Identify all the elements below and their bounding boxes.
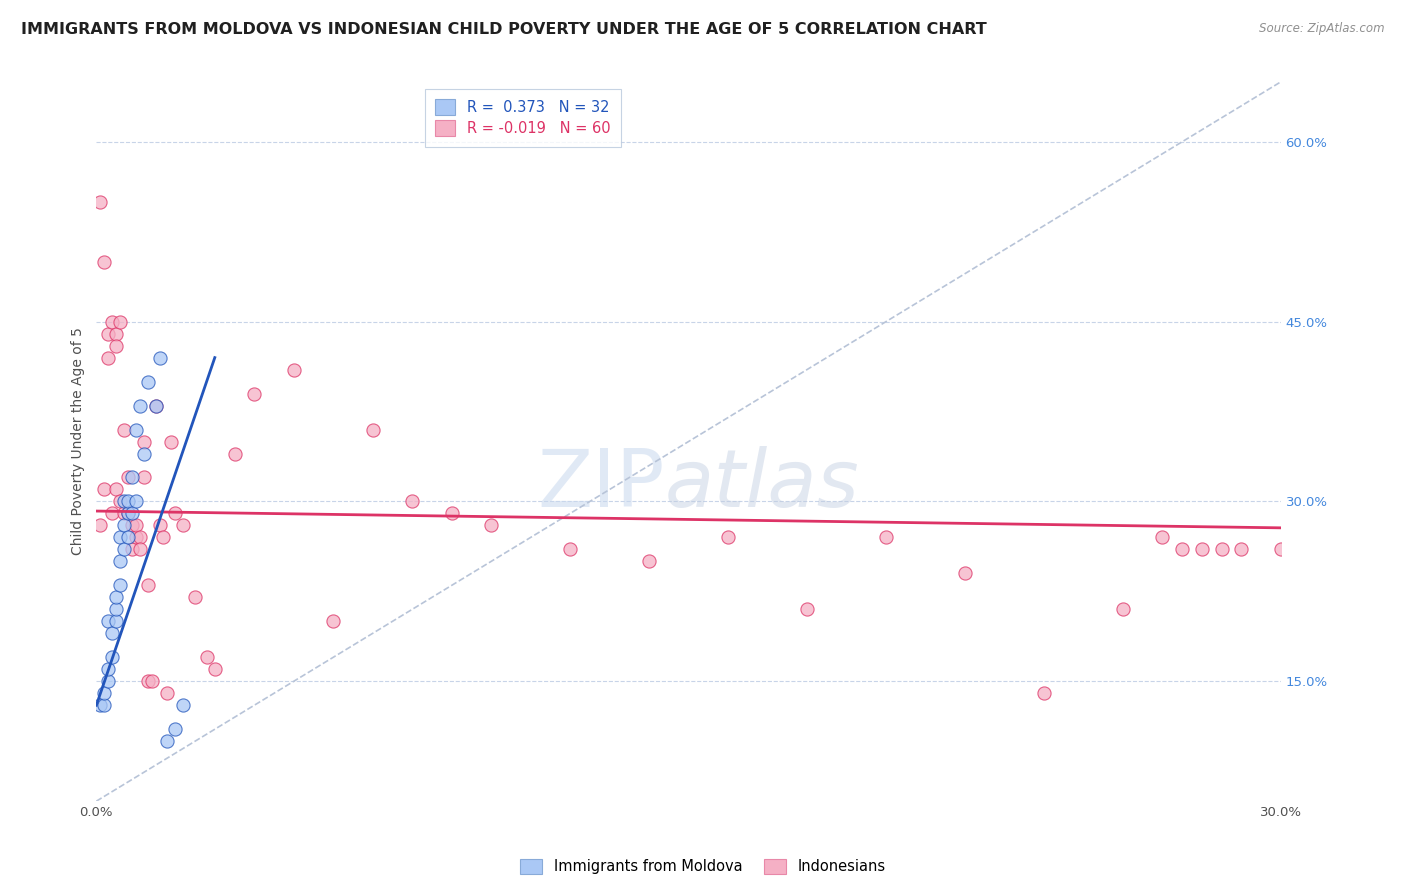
- Point: [108, 578, 131, 592]
- Point: [125, 518, 148, 533]
- Point: [361, 423, 384, 437]
- Point: [136, 375, 159, 389]
- Point: [121, 470, 143, 484]
- Point: [224, 446, 246, 460]
- Point: [165, 723, 187, 737]
- Point: [1112, 602, 1135, 616]
- Point: [89, 518, 111, 533]
- Point: [195, 650, 218, 665]
- Point: [97, 615, 120, 629]
- Point: [97, 326, 120, 341]
- Point: [165, 507, 187, 521]
- Point: [1191, 542, 1213, 557]
- Point: [401, 494, 423, 508]
- Point: [440, 507, 463, 521]
- Point: [128, 399, 150, 413]
- Point: [105, 326, 128, 341]
- Point: [93, 483, 115, 497]
- Point: [128, 542, 150, 557]
- Point: [156, 734, 179, 748]
- Point: [112, 494, 135, 508]
- Point: [121, 518, 143, 533]
- Point: [108, 531, 131, 545]
- Point: [172, 698, 194, 713]
- Point: [172, 518, 194, 533]
- Text: atlas: atlas: [665, 446, 859, 524]
- Point: [112, 542, 135, 557]
- Point: [93, 254, 115, 268]
- Point: [132, 470, 155, 484]
- Point: [128, 531, 150, 545]
- Point: [125, 423, 148, 437]
- Point: [105, 615, 128, 629]
- Point: [148, 518, 170, 533]
- Point: [717, 531, 740, 545]
- Point: [97, 351, 120, 365]
- Point: [132, 446, 155, 460]
- Point: [93, 686, 115, 700]
- Text: Source: ZipAtlas.com: Source: ZipAtlas.com: [1260, 22, 1385, 36]
- Point: [89, 194, 111, 209]
- Point: [136, 674, 159, 689]
- Point: [204, 662, 226, 676]
- Point: [1032, 686, 1054, 700]
- Point: [105, 338, 128, 352]
- Point: [101, 626, 124, 640]
- Point: [101, 315, 124, 329]
- Point: [141, 674, 163, 689]
- Point: [121, 542, 143, 557]
- Point: [148, 351, 170, 365]
- Point: [117, 507, 139, 521]
- Point: [156, 686, 179, 700]
- Point: [152, 531, 174, 545]
- Point: [105, 602, 128, 616]
- Point: [97, 674, 120, 689]
- Point: [112, 507, 135, 521]
- Point: [136, 578, 159, 592]
- Text: IMMIGRANTS FROM MOLDOVA VS INDONESIAN CHILD POVERTY UNDER THE AGE OF 5 CORRELATI: IMMIGRANTS FROM MOLDOVA VS INDONESIAN CH…: [21, 22, 987, 37]
- Point: [1270, 542, 1292, 557]
- Point: [121, 507, 143, 521]
- Point: [125, 531, 148, 545]
- Y-axis label: Child Poverty Under the Age of 5: Child Poverty Under the Age of 5: [72, 327, 86, 556]
- Point: [1211, 542, 1233, 557]
- Point: [1152, 531, 1174, 545]
- Point: [796, 602, 818, 616]
- Point: [125, 494, 148, 508]
- Point: [145, 399, 167, 413]
- Point: [558, 542, 581, 557]
- Point: [105, 483, 128, 497]
- Point: [117, 494, 139, 508]
- Point: [101, 650, 124, 665]
- Point: [132, 434, 155, 449]
- Point: [108, 554, 131, 568]
- Point: [1171, 542, 1194, 557]
- Point: [160, 434, 183, 449]
- Point: [108, 315, 131, 329]
- Point: [953, 566, 976, 581]
- Point: [184, 591, 207, 605]
- Point: [108, 494, 131, 508]
- Point: [89, 698, 111, 713]
- Point: [117, 507, 139, 521]
- Text: ZIP: ZIP: [537, 446, 665, 524]
- Point: [283, 362, 305, 376]
- Point: [93, 698, 115, 713]
- Point: [101, 507, 124, 521]
- Point: [1230, 542, 1253, 557]
- Point: [117, 470, 139, 484]
- Point: [479, 518, 502, 533]
- Point: [145, 399, 167, 413]
- Legend: R =  0.373   N = 32, R = -0.019   N = 60: R = 0.373 N = 32, R = -0.019 N = 60: [425, 89, 621, 146]
- Point: [117, 531, 139, 545]
- Point: [105, 591, 128, 605]
- Legend: Immigrants from Moldova, Indonesians: Immigrants from Moldova, Indonesians: [515, 853, 891, 880]
- Point: [322, 615, 344, 629]
- Point: [97, 662, 120, 676]
- Point: [638, 554, 661, 568]
- Point: [875, 531, 897, 545]
- Point: [112, 518, 135, 533]
- Point: [243, 386, 266, 401]
- Point: [112, 423, 135, 437]
